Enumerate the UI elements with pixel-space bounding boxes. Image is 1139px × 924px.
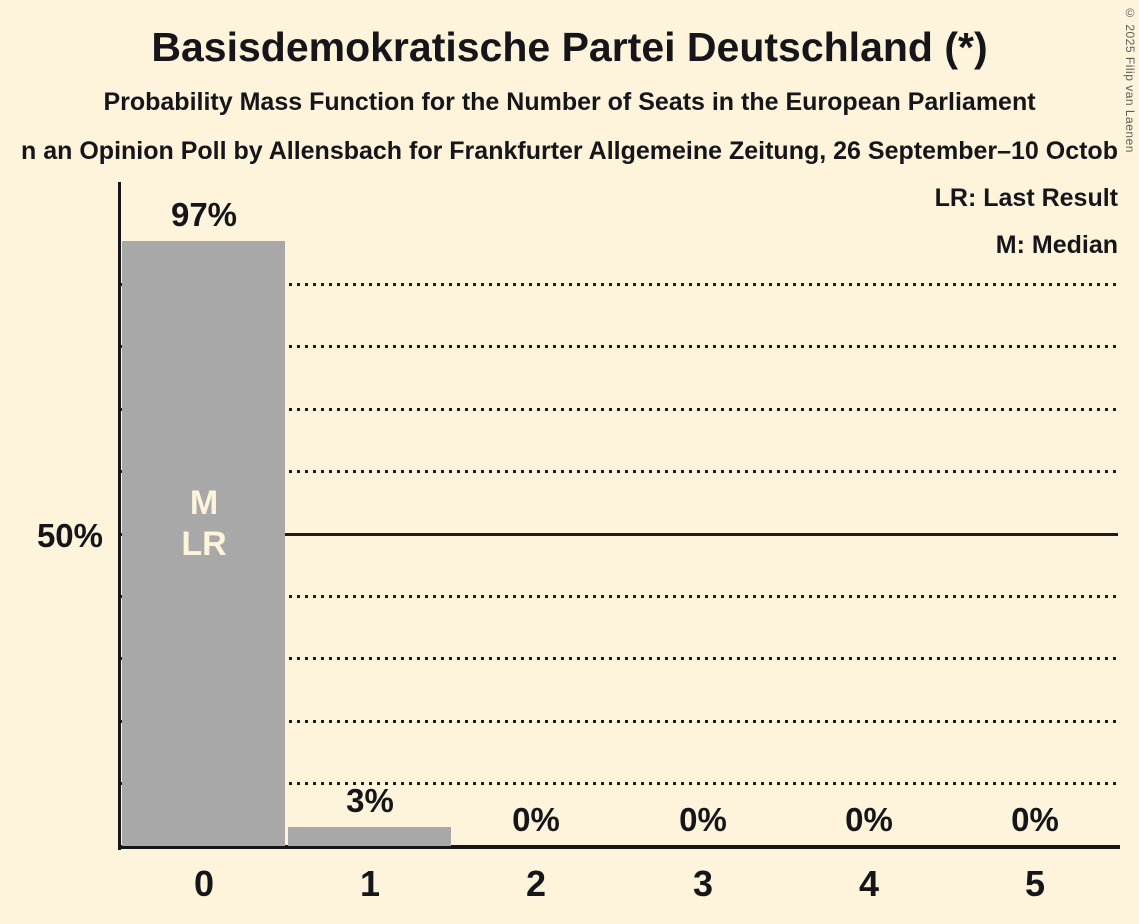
chart-source-line: n an Opinion Poll by Allensbach for Fran… — [21, 137, 1118, 165]
x-tick-label-4: 4 — [858, 863, 880, 904]
gridline-20-percent — [121, 720, 1118, 723]
y-axis-line — [118, 182, 121, 850]
y-axis-50-percent-label: 50% — [36, 517, 103, 554]
bar-seats-0 — [122, 241, 285, 846]
bar-value-label-seats-3: 0% — [679, 801, 727, 838]
bar-value-label-seats-1: 3% — [346, 782, 394, 819]
bar-value-label-seats-2: 0% — [512, 801, 560, 838]
x-tick-label-2: 2 — [525, 863, 547, 904]
majority-reference-line — [121, 533, 1118, 536]
bar-value-label-seats-5: 0% — [1011, 801, 1059, 838]
x-tick-label-1: 1 — [359, 863, 381, 904]
gridline-60-percent — [121, 470, 1118, 473]
bar-seats-1 — [288, 827, 451, 846]
bar-value-label-seats-0: 97% — [170, 196, 238, 233]
gridline-80-percent — [121, 345, 1118, 348]
gridline-70-percent — [121, 408, 1118, 411]
gridline-90-percent — [121, 283, 1118, 286]
gridline-30-percent — [121, 657, 1118, 660]
gridline-10-percent — [121, 782, 1118, 785]
x-tick-label-5: 5 — [1024, 863, 1046, 904]
x-tick-label-3: 3 — [692, 863, 714, 904]
x-axis-line — [118, 845, 1120, 849]
x-tick-label-0: 0 — [193, 863, 215, 904]
legend-median: M: Median — [995, 231, 1118, 259]
chart-title: Basisdemokratische Partei Deutschland (*… — [151, 24, 988, 70]
gridline-40-percent — [121, 595, 1118, 598]
legend-last-result: LR: Last Result — [934, 184, 1118, 212]
chart-subtitle: Probability Mass Function for the Number… — [103, 88, 1036, 116]
in-bar-median-lastresult-label: M LR — [181, 484, 227, 563]
bar-value-label-seats-4: 0% — [845, 801, 893, 838]
copyright-note: © 2025 Filip van Laenen — [1123, 6, 1137, 153]
